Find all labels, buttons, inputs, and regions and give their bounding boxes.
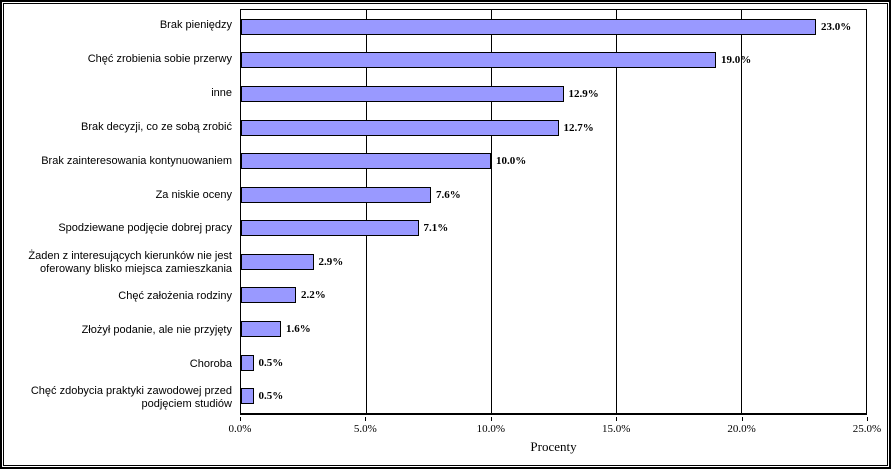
bar-row: 10.0% — [241, 144, 866, 178]
x-axis-tick-label: 10.0% — [476, 423, 506, 435]
category-axis-labels: Brak pieniędzy Chęć zrobienia sobie przer… — [2, 9, 239, 415]
category-label: Brak zainteresowania kontynuowaniem — [41, 154, 232, 167]
category-label: Chęć zrobienia sobie przerwy — [87, 53, 232, 66]
category-label: Choroba — [189, 357, 232, 370]
gridline — [366, 10, 367, 413]
bar-value-label: 10.0% — [496, 155, 527, 168]
bar — [241, 320, 281, 337]
x-axis-tick-label: 5.0% — [353, 423, 377, 435]
bar — [241, 287, 296, 304]
bar-row: 12.9% — [241, 77, 866, 111]
x-axis-title: Procenty — [530, 439, 577, 454]
bar — [241, 388, 254, 405]
x-axis: 0.0% 5.0% 10.0% 15.0% 20.0% 25.0% — [229, 417, 881, 457]
bar-row: 23.0% — [241, 10, 866, 44]
category-label: Chęć założenia rodziny — [118, 290, 232, 303]
bar-row: 12.7% — [241, 111, 866, 145]
bar-value-label: 2.9% — [318, 255, 344, 268]
category-label: Żaden z interesujących kierunków nie jes… — [28, 249, 232, 275]
bar — [241, 18, 816, 35]
bar-value-label: 7.6% — [436, 188, 461, 201]
bar-row: 0.5% — [241, 379, 866, 413]
x-axis-tick-label: 0.0% — [228, 423, 252, 435]
bar-rows: 23.0% 19.0% 12.9% 12.7% 10.0% 7.6% 7.1% 2.9% 2.2… — [241, 10, 866, 413]
bar-value-label: 0.5% — [258, 390, 284, 403]
x-axis-tick — [240, 417, 241, 421]
bar-value-label: 2.2% — [301, 289, 326, 302]
bar — [241, 85, 564, 102]
bar — [241, 119, 559, 136]
bar-row: 2.2% — [241, 279, 866, 313]
bar-value-label: 7.1% — [423, 222, 449, 235]
category-label: Spodziewane podjęcie dobrej pracy — [58, 222, 232, 235]
x-axis-tick-label: 15.0% — [601, 423, 631, 435]
bar-value-label: 23.0% — [821, 20, 852, 33]
x-axis-tick-label: 20.0% — [727, 423, 756, 435]
bar — [241, 186, 431, 203]
bar — [241, 253, 314, 270]
x-axis-tick — [490, 417, 492, 421]
bar — [241, 354, 254, 371]
category-label: Złożył podanie, ale nie przyjęty — [81, 323, 232, 336]
bar-row: 0.5% — [241, 346, 866, 380]
bar-value-label: 19.0% — [721, 54, 752, 67]
bar-row: 1.6% — [241, 312, 866, 346]
bar-row: 7.6% — [241, 178, 866, 212]
bar-value-label: 12.9% — [568, 87, 599, 100]
bar — [241, 153, 491, 170]
plot-area: 23.0% 19.0% 12.9% 12.7% 10.0% 7.6% 7.1% 2.9% 2.2… — [240, 9, 867, 415]
bar — [241, 52, 716, 69]
bar-row: 19.0% — [241, 44, 866, 78]
gridline — [741, 10, 742, 413]
category-label: Brak pieniędzy — [159, 19, 232, 32]
bar-value-label: 0.5% — [258, 356, 284, 369]
gridline — [616, 10, 617, 413]
gridline — [491, 10, 492, 413]
category-label: Chęć zdobycia praktyki zawodowej przed p… — [30, 385, 232, 411]
category-label: Za niskie oceny — [155, 188, 232, 201]
bar-value-label: 12.7% — [563, 121, 594, 134]
bar-row: 7.1% — [241, 211, 866, 245]
bar — [241, 220, 419, 237]
category-label: inne — [211, 87, 232, 100]
x-axis-tick — [741, 417, 743, 421]
bar-row: 2.9% — [241, 245, 866, 279]
x-axis-tick — [867, 417, 868, 421]
x-axis-tick — [365, 417, 367, 421]
bar-value-label: 1.6% — [286, 322, 311, 335]
x-axis-tick — [616, 417, 618, 421]
category-label: Brak decyzji, co ze sobą zrobić — [80, 120, 232, 133]
x-axis-tick-label: 25.0% — [852, 423, 882, 435]
